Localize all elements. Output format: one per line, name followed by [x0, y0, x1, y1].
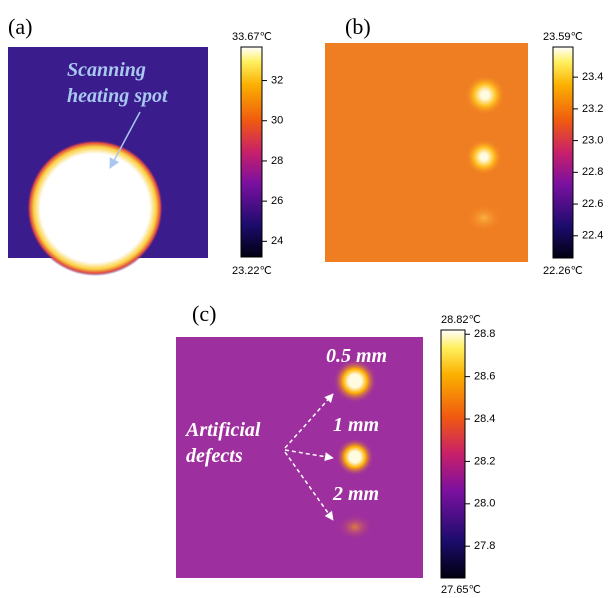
tick-label: 22.6	[582, 198, 603, 210]
tick-label: 28	[271, 155, 283, 167]
hot-spot	[466, 204, 502, 232]
tick-label: 28.0	[474, 498, 495, 510]
panel-label: (c)	[192, 301, 216, 326]
annotation: Scanning	[67, 59, 146, 81]
tick-label: 32	[271, 74, 283, 86]
colorbar	[440, 329, 466, 579]
colorbar	[240, 46, 263, 258]
annotation: heating spot	[67, 85, 169, 107]
annotation: Artificial	[184, 419, 261, 441]
annotation: defects	[186, 445, 243, 467]
tick-label: 22.8	[582, 166, 603, 178]
tick-label: 27.8	[474, 540, 495, 552]
colorbar-min: 22.26℃	[543, 265, 583, 277]
tick-label: 28.2	[474, 455, 495, 467]
colorbar-max: 23.59℃	[543, 31, 583, 43]
thermal-image	[176, 337, 423, 578]
hot-spot	[336, 438, 374, 476]
colorbar-max: 28.82℃	[441, 314, 481, 326]
tick-label: 24	[271, 235, 283, 247]
defect-label: 2 mm	[332, 483, 379, 505]
tick-label: 28.6	[474, 371, 495, 383]
colorbar-min: 27.65℃	[441, 584, 481, 596]
tick-label: 23.0	[582, 135, 603, 147]
tick-label: 23.4	[582, 71, 603, 83]
tick-label: 22.4	[582, 230, 603, 242]
colorbar-min: 23.22℃	[232, 265, 272, 277]
panel-label: (b)	[345, 14, 371, 39]
tick-label: 26	[271, 195, 283, 207]
arrow	[109, 111, 141, 169]
arrow	[284, 449, 334, 462]
tick-label: 30	[271, 115, 283, 127]
colorbar	[552, 46, 574, 259]
colorbar-max: 33.67℃	[232, 31, 272, 43]
heating-spot	[27, 140, 163, 276]
hot-spot	[466, 139, 502, 175]
tick-label: 28.8	[474, 328, 495, 340]
tick-label: 28.4	[474, 413, 495, 425]
defect-label: 1 mm	[333, 414, 379, 436]
arrow	[284, 393, 334, 449]
defect-label: 0.5 mm	[326, 345, 387, 367]
tick-label: 23.2	[582, 103, 603, 115]
hot-spot	[333, 359, 377, 403]
hot-spot	[465, 75, 505, 115]
panel-label: (a)	[8, 14, 32, 39]
hot-spot	[337, 514, 373, 540]
